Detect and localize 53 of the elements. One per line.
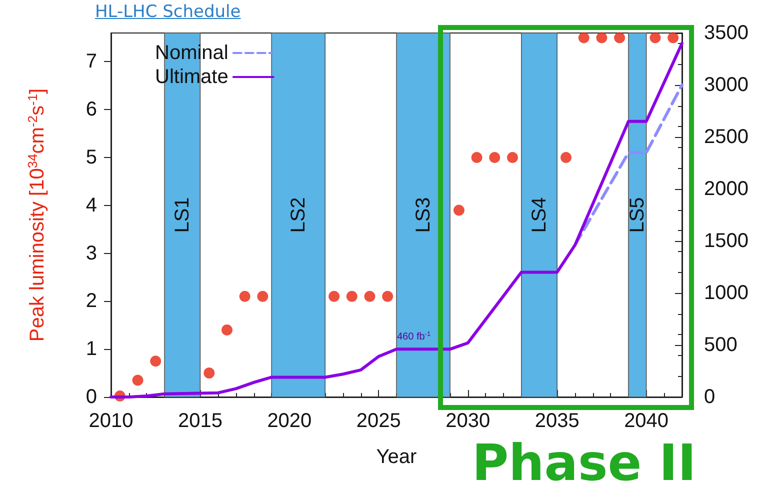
point: [560, 152, 572, 164]
y-tick-label: 3: [86, 242, 97, 264]
point: [257, 290, 268, 302]
y2-tick-label: 1000: [704, 282, 748, 304]
y-tick-label: 5: [86, 146, 97, 169]
x-tick-label: 2020: [267, 410, 312, 432]
x-tick-label: 2025: [356, 410, 401, 432]
chart-title: HL-LHC Schedule: [95, 2, 241, 22]
x-tick-label: 2010: [88, 410, 134, 432]
point: [453, 204, 464, 216]
point: [489, 152, 500, 164]
x-tick-label: 2035: [534, 410, 580, 432]
y-axis-title: Peak luminosity [1034cm-2s-1]: [25, 88, 48, 342]
point: [239, 290, 250, 302]
y2-tick-label: 2500: [704, 126, 748, 148]
point: [221, 324, 232, 336]
y-tick-label: 6: [86, 98, 97, 121]
y-tick-label: 1: [86, 338, 97, 360]
band-label: LS5: [626, 197, 648, 233]
point: [204, 368, 215, 379]
point: [150, 356, 162, 367]
legend-label: Ultimate: [155, 66, 228, 88]
y2-tick-label: 1500: [704, 230, 748, 252]
point: [596, 32, 608, 44]
point: [132, 374, 144, 386]
point: [650, 32, 661, 44]
y2-tick-label: 500: [704, 334, 738, 356]
y2-tick-label: 2000: [704, 178, 748, 200]
band-label: LS4: [528, 197, 550, 233]
band-label: LS1: [171, 197, 194, 233]
point: [578, 32, 590, 44]
x-tick-label: 2015: [178, 410, 222, 432]
band-label: LS3: [412, 197, 434, 233]
point: [471, 152, 482, 164]
point: [328, 290, 340, 302]
point: [364, 290, 376, 302]
y2-tick-label: 0: [704, 386, 716, 408]
y2-tick-label: 3500: [704, 22, 748, 44]
x-axis-title: Year: [376, 446, 418, 468]
x-tick-label: 2030: [446, 410, 490, 432]
point: [506, 152, 518, 164]
x-tick-label: 2040: [624, 410, 669, 432]
y-tick-label: 4: [86, 194, 97, 216]
y-tick-label: 2: [86, 290, 97, 312]
y2-tick-label: 3000: [704, 74, 748, 96]
point: [668, 32, 679, 44]
y-tick-label: 0: [86, 386, 97, 408]
y-tick-label: 7: [86, 50, 97, 73]
point: [382, 290, 394, 302]
band-label: LS2: [287, 197, 310, 233]
point: [614, 32, 626, 44]
point: [346, 290, 358, 302]
text: Phase II: [472, 434, 696, 492]
